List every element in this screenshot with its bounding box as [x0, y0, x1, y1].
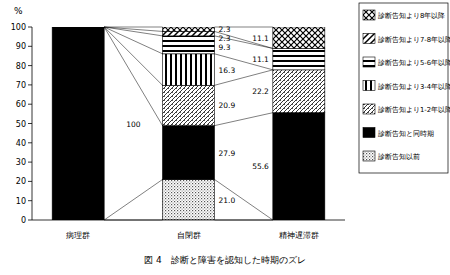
bar-segment — [163, 126, 215, 180]
data-label: 55.6 — [252, 162, 269, 171]
y-tick-label: 40 — [16, 139, 26, 148]
y-tick — [28, 46, 32, 47]
y-tick — [28, 104, 32, 105]
x-tick-label: 精神遅滞群 — [279, 231, 319, 240]
data-label: 2.3 — [219, 34, 231, 43]
bar-segment — [273, 70, 325, 113]
y-tick-label: 80 — [16, 62, 26, 71]
y-tick-label: 50 — [16, 120, 26, 129]
data-label: 16.3 — [219, 66, 236, 75]
data-label: 11.1 — [252, 55, 269, 64]
series-line — [104, 27, 162, 126]
bar-segment — [273, 48, 325, 69]
y-tick-label: 10 — [16, 197, 26, 206]
y-tick-label: 20 — [16, 177, 26, 186]
series-line — [104, 27, 162, 54]
y-tick-label: 90 — [16, 42, 26, 51]
y-tick — [28, 162, 32, 163]
series-line — [104, 27, 162, 85]
y-tick — [28, 220, 32, 221]
y-tick — [28, 142, 32, 143]
x-tick-label: 自閉群 — [177, 231, 201, 240]
legend-swatch — [363, 151, 375, 161]
bar-segment — [52, 27, 104, 220]
y-tick-label: 70 — [16, 81, 26, 90]
bar-segment — [163, 31, 215, 35]
legend-swatch — [363, 81, 375, 91]
y-tick-label: 30 — [16, 158, 26, 167]
bars — [52, 27, 325, 220]
legend-swatch — [363, 128, 375, 138]
data-label: 22.2 — [252, 87, 269, 96]
legend-label: 診断告知以前 — [378, 153, 420, 161]
y-tick-label: 100 — [11, 23, 26, 32]
series-lines — [104, 27, 273, 220]
data-label: 2.3 — [219, 25, 231, 34]
legend-label: 診断告知と同時期 — [378, 130, 434, 138]
series-line — [104, 27, 162, 31]
data-label: 27.9 — [219, 149, 236, 158]
y-tick — [28, 200, 32, 201]
data-label: 9.3 — [219, 43, 231, 52]
bar-segment — [52, 27, 104, 28]
y-tick — [28, 27, 32, 28]
y-tick — [28, 123, 32, 124]
series-line — [104, 179, 162, 220]
series-line — [104, 27, 162, 36]
bar-segment — [273, 27, 325, 48]
chart: % 0 10 20 30 40 50 60 70 80 90 100 病理群 自閉群 精神遅滞群 100 2.3… — [0, 0, 450, 275]
bar-segment — [163, 27, 215, 31]
title: 図 4 診断と障害を認知した時期のズレ — [144, 255, 306, 265]
y-tick — [28, 84, 32, 85]
series-line — [104, 27, 162, 28]
series-line — [215, 179, 273, 220]
legend-swatch — [363, 10, 375, 20]
legend-label: 診断告知より1-2年以降 — [378, 106, 450, 114]
y-tick-label: 60 — [16, 100, 26, 109]
legend-swatch — [363, 34, 375, 44]
legend-label: 診断告知より8年以降 — [378, 12, 445, 20]
bar-segment — [52, 27, 104, 28]
bar-segment — [163, 36, 215, 54]
data-label: 11.1 — [252, 34, 269, 43]
legend-swatch — [363, 104, 375, 114]
legend-label: 診断告知より7-8年以降 — [378, 36, 450, 44]
legend-swatch — [363, 57, 375, 67]
x-tick-label: 病理群 — [66, 231, 90, 240]
bar-segment — [163, 179, 215, 220]
x-axis — [32, 220, 345, 221]
y-axis-label: % — [14, 6, 23, 16]
y-tick — [28, 181, 32, 182]
data-label: 100 — [126, 120, 141, 129]
bar-segment — [163, 85, 215, 125]
bar-segment — [52, 27, 104, 28]
legend: 診断告知より8年以降診断告知より7-8年以降診断告知より5-6年以降診断告知より… — [359, 3, 450, 173]
y-tick — [28, 65, 32, 66]
series-line — [215, 113, 273, 126]
bar-segment — [163, 54, 215, 85]
bar-segment — [52, 27, 104, 28]
legend-label: 診断告知より5-6年以降 — [378, 59, 450, 67]
data-label: 20.9 — [219, 101, 236, 110]
bar-segment — [52, 27, 104, 28]
bar-segment — [273, 113, 325, 220]
legend-label: 診断告知より3-4年以降 — [378, 83, 450, 91]
y-axis — [32, 27, 33, 220]
y-tick-label: 0 — [21, 216, 26, 225]
data-label: 21.0 — [219, 196, 236, 205]
